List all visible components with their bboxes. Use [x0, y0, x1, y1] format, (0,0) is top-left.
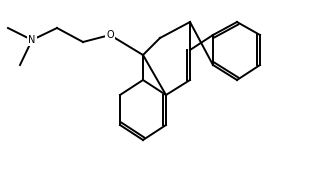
Text: N: N — [28, 35, 36, 45]
Text: O: O — [106, 30, 114, 40]
